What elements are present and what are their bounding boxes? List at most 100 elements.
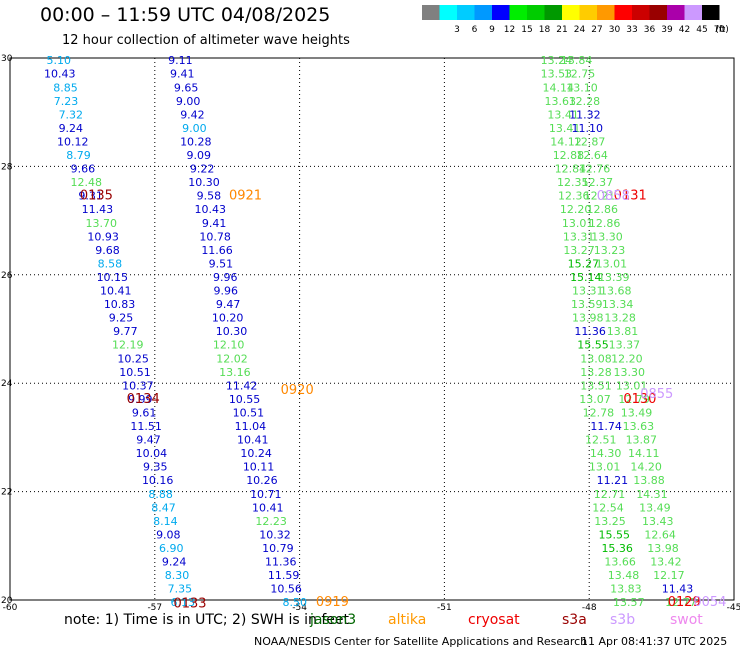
wave-height-point: 12.48	[71, 176, 103, 189]
wave-height-point: 12.77	[665, 596, 697, 609]
y-tick-label: 30	[1, 54, 13, 64]
wave-height-point: 9.66	[71, 163, 96, 176]
wave-height-point: 9.25	[109, 312, 134, 325]
wave-height-point: 12.35	[557, 176, 589, 189]
wave-height-point: 12.64	[576, 149, 608, 162]
wave-height-point: 12.86	[586, 203, 618, 216]
wave-height-point: 15.55	[599, 528, 631, 541]
wave-height-point: 10.25	[117, 352, 149, 365]
wave-height-labels: 5.1010.438.857.237.329.2410.128.799.6612…	[44, 54, 726, 611]
legend-swatch	[457, 5, 475, 20]
legend-tick-label: 33	[626, 25, 637, 35]
wave-height-point: 11.04	[235, 420, 267, 433]
wave-height-point: 10.24	[240, 447, 272, 460]
legend-swatch	[562, 5, 580, 20]
wave-height-point: 15.14	[570, 271, 602, 284]
wave-height-point: 10.30	[216, 325, 248, 338]
legend-swatch	[422, 5, 440, 20]
wave-height-point: 13.37	[609, 339, 641, 352]
wave-height-point: 13.59	[571, 298, 603, 311]
legend-swatch	[509, 5, 527, 20]
wave-height-point: 11.51	[130, 420, 162, 433]
wave-height-point: 13.88	[633, 474, 665, 487]
wave-height-point: 9.11	[168, 54, 193, 67]
wave-height-point: 10.78	[199, 230, 231, 243]
wave-height-point: 13.41	[549, 122, 581, 135]
y-tick-label: 20	[1, 596, 13, 606]
wave-height-point: 10.79	[262, 542, 294, 555]
wave-height-point: 15.27	[568, 257, 600, 270]
wave-height-point: 9.41	[170, 68, 195, 81]
wave-height-point: 13.87	[626, 434, 658, 447]
pass-time-label: 0920	[281, 383, 314, 398]
legend-tick-label: 6	[472, 25, 478, 35]
footer-credit: NOAA/NESDIS Center for Satellite Applica…	[254, 635, 588, 648]
wave-height-point: 10.32	[259, 528, 291, 541]
pass-time-label: 0921	[229, 189, 262, 204]
wave-height-point: 12.10	[213, 339, 245, 352]
satellite-altika: altika	[388, 612, 427, 628]
wave-height-point: 13.51	[580, 379, 612, 392]
x-tick-label: -48	[582, 603, 597, 613]
wave-height-point: 13.34	[602, 298, 634, 311]
wave-height-point: 13.23	[594, 244, 626, 257]
pass-time-label: 0919	[316, 595, 349, 610]
pass-time-label: 0133	[173, 596, 206, 611]
wave-height-point: 8.88	[148, 488, 173, 501]
satellite-swot: swot	[670, 612, 703, 628]
legend-swatch	[702, 5, 720, 20]
wave-height-point: 11.59	[268, 569, 300, 582]
legend-swatch	[544, 5, 562, 20]
legend-swatch	[667, 5, 685, 20]
wave-height-point: 10.20	[212, 312, 244, 325]
legend-tick-label: 45	[696, 25, 707, 35]
y-tick-label: 24	[1, 379, 13, 389]
wave-height-point: 14.30	[590, 447, 622, 460]
legend-swatch	[527, 5, 545, 20]
wave-height-point: 13.48	[608, 569, 640, 582]
wave-height-point: 9.99	[128, 393, 153, 406]
wave-height-point: 9.51	[209, 257, 234, 270]
legend-swatch	[614, 5, 632, 20]
wave-height-point: 9.31	[78, 190, 103, 203]
x-tick-label: -57	[147, 603, 162, 613]
wave-height-point: 10.43	[44, 68, 76, 81]
wave-height-point: 14.12	[550, 135, 582, 148]
wave-height-point: 13.16	[219, 366, 251, 379]
wave-height-point: 13.01	[596, 257, 628, 270]
wave-height-point: 8.50	[283, 596, 308, 609]
legend-tick-label: 15	[521, 25, 532, 35]
wave-height-point: 12.78	[583, 406, 615, 419]
wave-height-point: 8.58	[98, 257, 123, 270]
wave-height-point: 9.24	[59, 122, 84, 135]
wave-height-point: 15.36	[601, 542, 633, 555]
wave-height-point: 13.81	[607, 325, 639, 338]
wave-height-point: 13.42	[650, 556, 682, 569]
wave-height-point: 13.84	[561, 54, 593, 67]
legend-tick-label: 9	[489, 25, 495, 35]
wave-height-point: 13.28	[604, 312, 636, 325]
wave-height-point: 9.61	[132, 406, 157, 419]
wave-height-point: 13.49	[639, 501, 671, 514]
wave-height-point: 13.66	[604, 556, 636, 569]
pass-time-label: 0855	[640, 387, 673, 402]
wave-height-point: 12.02	[216, 352, 248, 365]
wave-height-point: 10.16	[142, 474, 174, 487]
wave-height-point: 9.35	[143, 461, 168, 474]
wave-height-point: 10.43	[195, 203, 227, 216]
legend-tick-label: 12	[504, 25, 515, 35]
wave-height-point: 9.58	[197, 190, 222, 203]
legend-tick-label: 21	[556, 25, 567, 35]
legend-tick-label: 42	[679, 25, 690, 35]
legend-tick-label: 30	[609, 25, 621, 35]
wave-height-point: 9.96	[214, 285, 239, 298]
wave-height-point: 10.93	[87, 230, 119, 243]
wave-height-point: 12.37	[582, 176, 614, 189]
footer-note: note: 1) Time is in UTC; 2) SWH is in fe…	[64, 612, 350, 628]
wave-height-point: 12.71	[594, 488, 626, 501]
legend-swatch	[632, 5, 650, 20]
legend-swatch	[492, 5, 510, 20]
legend-swatch	[684, 5, 702, 20]
wave-height-point: 11.36	[265, 556, 297, 569]
